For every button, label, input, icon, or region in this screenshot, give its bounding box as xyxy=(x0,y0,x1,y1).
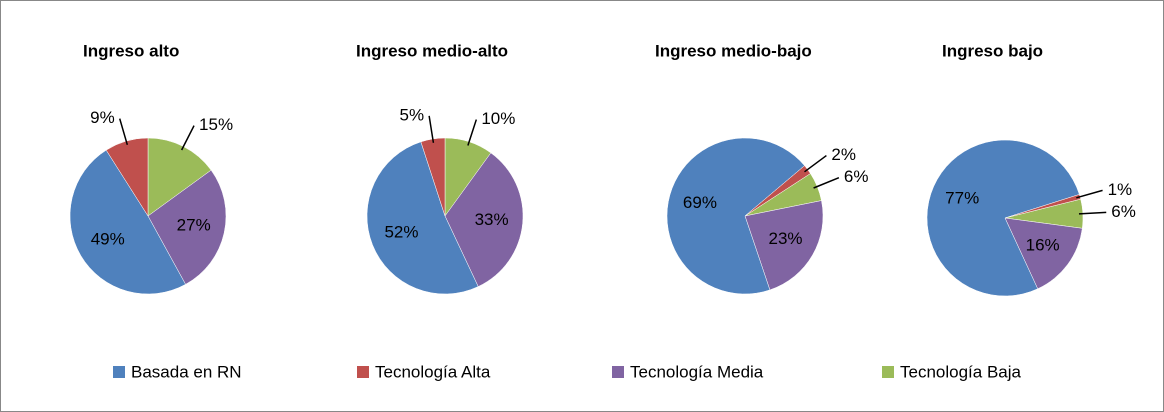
data-label: 9% xyxy=(90,108,115,127)
leader-line xyxy=(1076,189,1103,199)
leader-line xyxy=(428,115,435,143)
data-label: 6% xyxy=(844,167,869,186)
leader-line xyxy=(180,125,195,151)
pie-slice xyxy=(926,139,1080,297)
legend-label: Tecnología Alta xyxy=(375,362,491,381)
data-label: 69% xyxy=(683,193,717,212)
legend-label: Basada en RN xyxy=(131,362,242,381)
legend-swatch xyxy=(612,366,624,378)
data-label: 16% xyxy=(1026,235,1060,254)
legend-swatch xyxy=(357,366,369,378)
data-label: 49% xyxy=(91,229,125,248)
pie-title: Ingreso alto xyxy=(83,41,179,60)
data-label: 15% xyxy=(199,115,233,134)
data-label: 5% xyxy=(400,105,425,124)
data-label: 77% xyxy=(945,189,979,208)
legend-swatch xyxy=(882,366,894,378)
data-label: 10% xyxy=(481,109,515,128)
pie-slice xyxy=(1004,217,1083,290)
leader-line xyxy=(804,154,827,173)
pie-slice xyxy=(444,152,524,287)
data-label: 1% xyxy=(1108,180,1133,199)
pie-slice xyxy=(147,169,227,285)
legend-swatch xyxy=(113,366,125,378)
leader-line xyxy=(1078,211,1107,215)
pie-title: Ingreso bajo xyxy=(942,41,1043,60)
data-label: 2% xyxy=(831,145,856,164)
data-label: 33% xyxy=(475,210,509,229)
data-label: 27% xyxy=(177,216,211,235)
pie-slice xyxy=(69,149,186,295)
pie-slice xyxy=(366,141,479,295)
pie-title: Ingreso medio-bajo xyxy=(655,41,812,60)
legend-label: Tecnología Media xyxy=(630,362,764,381)
leader-line xyxy=(813,176,840,189)
leader-line xyxy=(118,118,129,146)
pie-slice xyxy=(666,137,805,295)
data-label: 6% xyxy=(1111,202,1136,221)
data-label: 23% xyxy=(769,229,803,248)
pie-slice xyxy=(744,200,824,291)
leader-line xyxy=(467,119,478,146)
data-label: 52% xyxy=(384,223,418,242)
legend-label: Tecnología Baja xyxy=(900,362,1022,381)
pie-title: Ingreso medio-alto xyxy=(356,41,508,60)
